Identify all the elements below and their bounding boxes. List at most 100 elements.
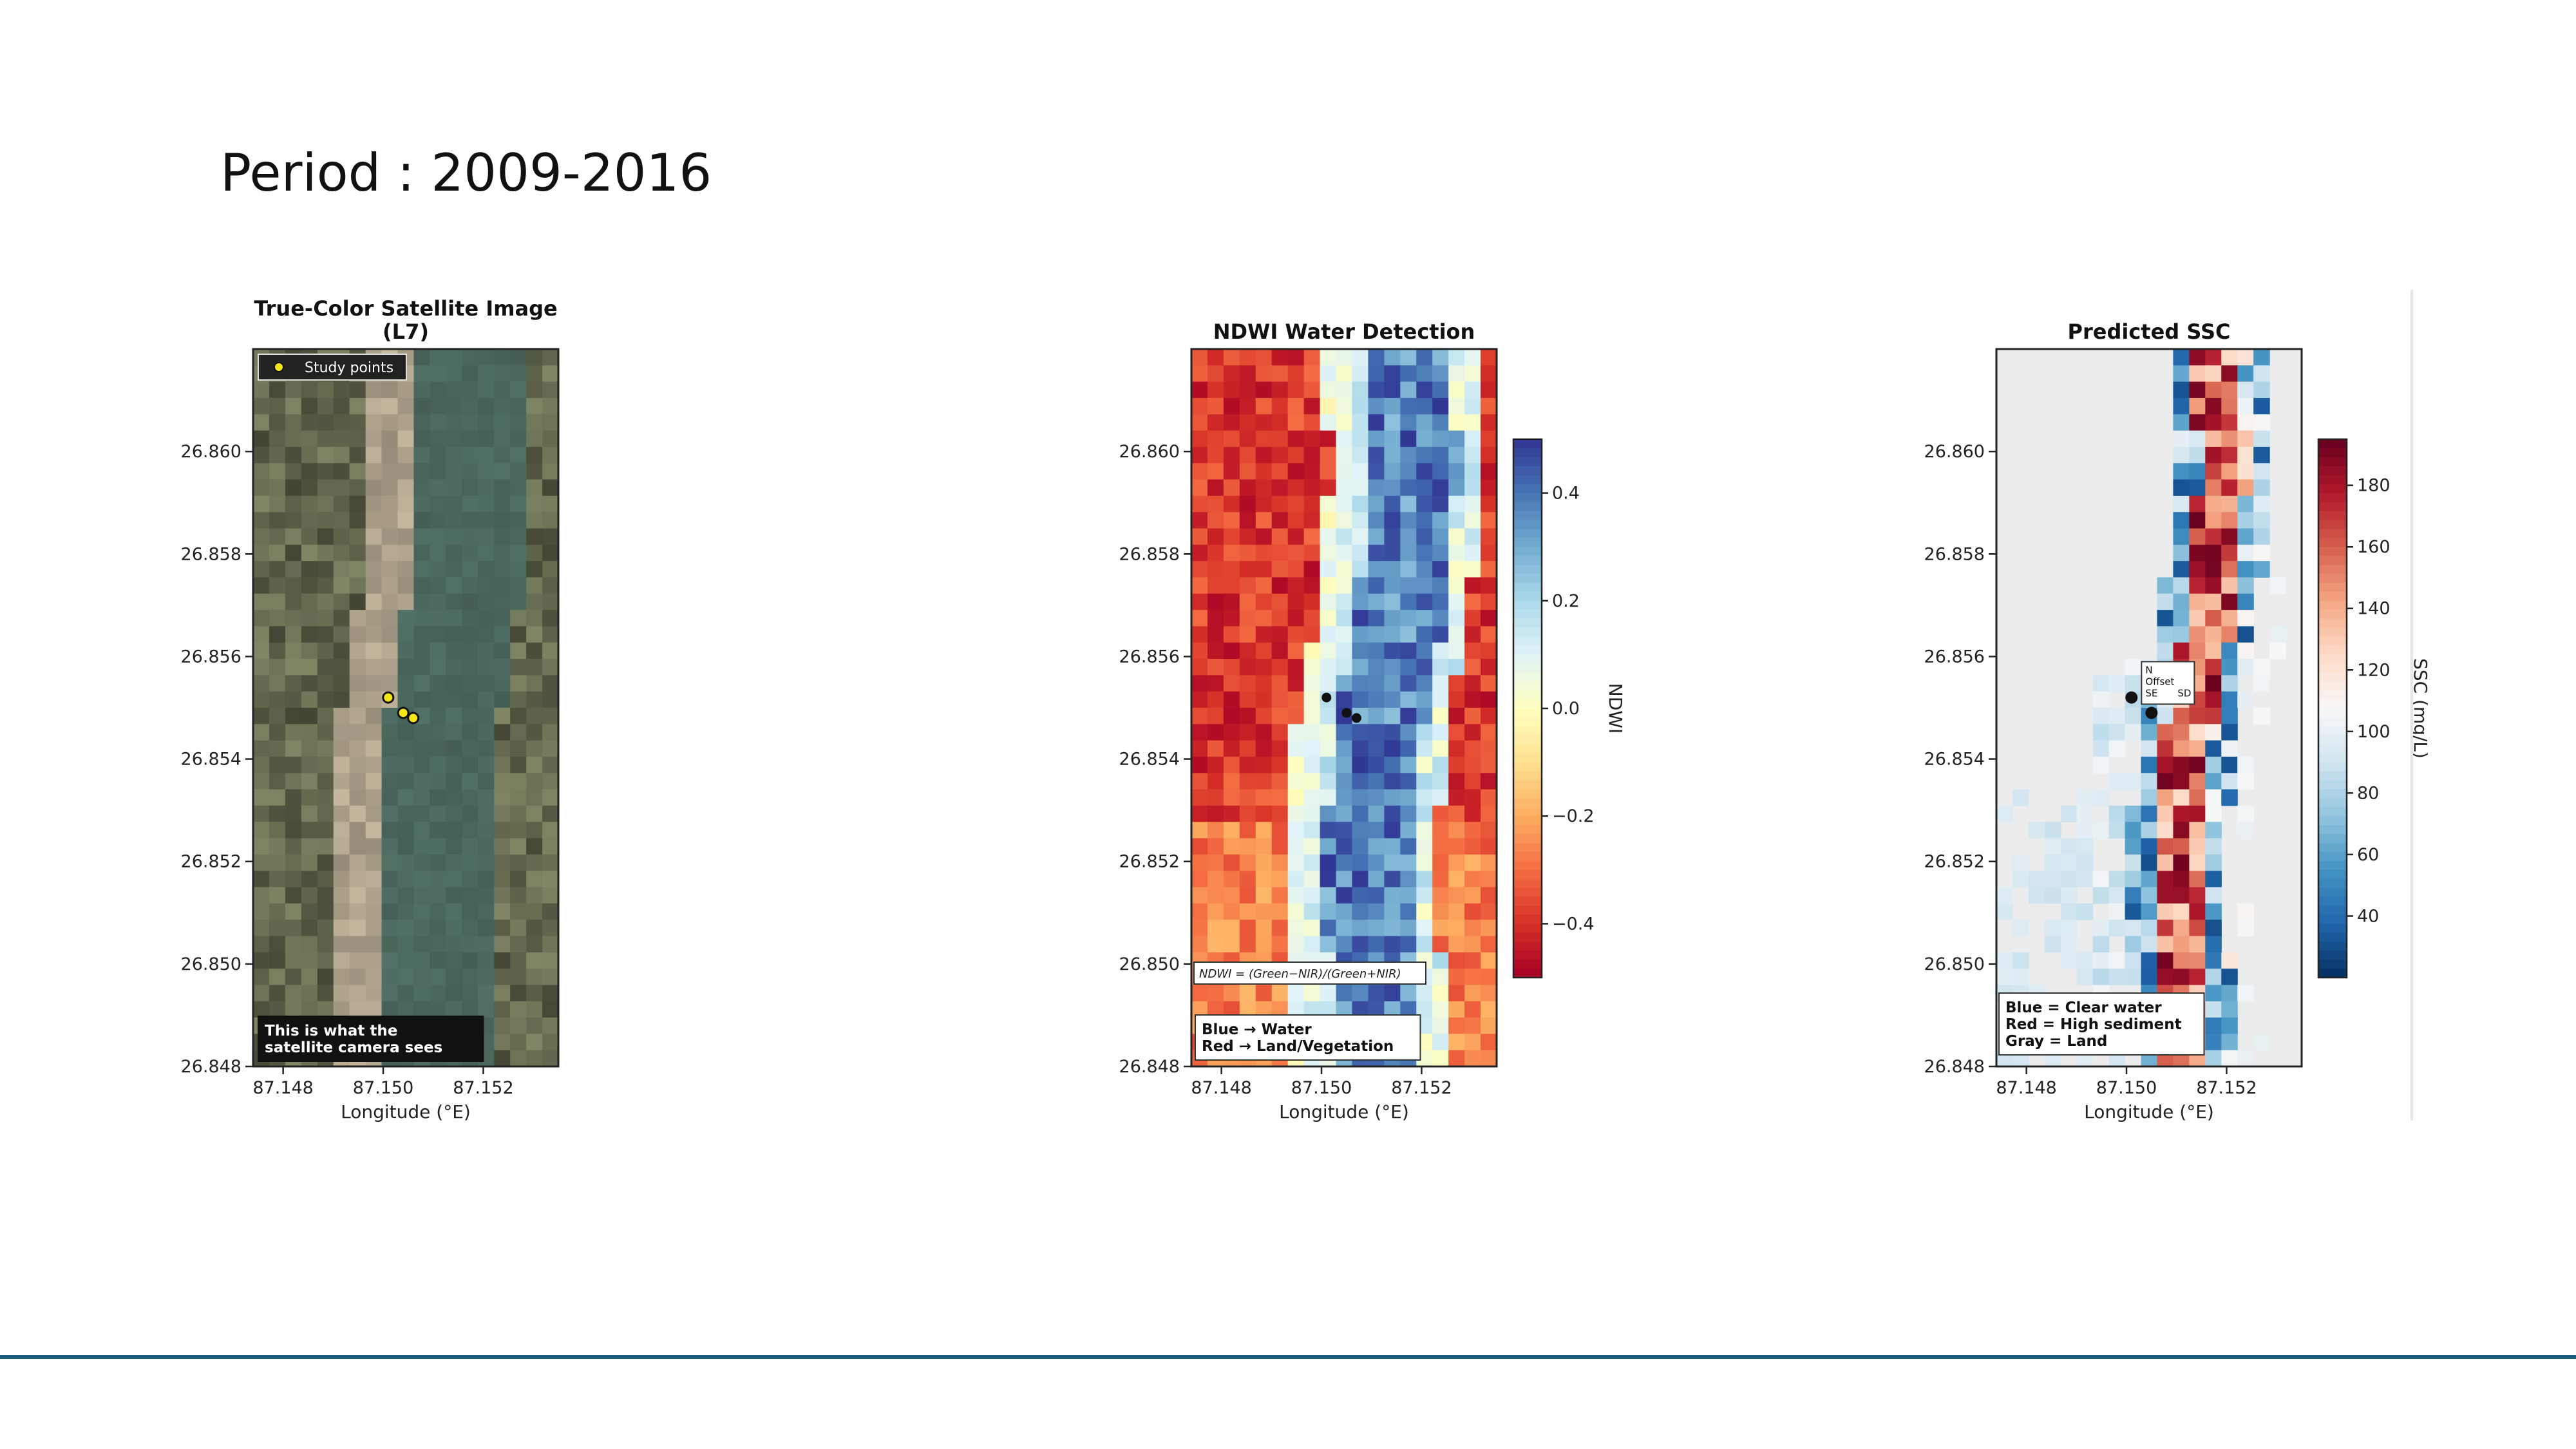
pixel: [1336, 903, 1353, 920]
pixel: [2012, 969, 2029, 986]
pixel: [1207, 365, 1224, 383]
pixel: [510, 414, 527, 431]
pixel: [1287, 593, 1305, 611]
pixel: [1223, 381, 1240, 399]
pixel: [1368, 577, 1385, 594]
x-tick-label: 87.148: [1996, 1078, 2056, 1098]
pixel: [542, 691, 558, 708]
pixel: [1239, 446, 1256, 464]
pixel: [381, 479, 399, 497]
pixel: [1368, 561, 1385, 578]
pixel: [253, 381, 270, 399]
y-tick-label: 26.848: [1119, 1057, 1180, 1077]
pixel: [1368, 349, 1385, 366]
pixel: [2157, 838, 2174, 855]
pixel: [430, 756, 446, 773]
pixel: [253, 642, 270, 659]
pixel: [1384, 740, 1401, 757]
pixel: [1320, 463, 1337, 480]
pixel: [349, 479, 366, 497]
pixel: [1287, 626, 1305, 643]
pixel: [1481, 430, 1497, 448]
pixel: [381, 871, 399, 888]
pixel: [285, 985, 302, 1002]
pixel: [542, 1034, 558, 1051]
pixel: [1416, 740, 1433, 757]
pixel: [478, 789, 495, 806]
colorbar-segment: [1513, 565, 1542, 574]
pixel: [1287, 920, 1305, 937]
pixel: [365, 561, 383, 578]
pixel: [333, 495, 350, 513]
pixel: [1336, 691, 1353, 708]
pixel: [494, 936, 511, 953]
pixel: [1368, 610, 1385, 627]
pixel: [430, 871, 446, 888]
colorbar-segment: [2318, 708, 2347, 718]
pixel: [269, 463, 286, 480]
pixel: [1255, 528, 1273, 545]
pixel: [2125, 724, 2142, 741]
pixel: [253, 903, 270, 920]
x-axis-label: Longitude (°E): [2084, 1101, 2214, 1122]
pixel: [2189, 789, 2206, 806]
pixel: [1191, 936, 1208, 953]
pixel: [462, 642, 478, 659]
pixel: [317, 708, 334, 724]
pixel: [2253, 463, 2270, 480]
pixel: [1416, 430, 1433, 448]
pixel: [462, 446, 478, 464]
pixel: [1207, 463, 1224, 480]
pixel: [1303, 381, 1321, 399]
pixel: [381, 610, 399, 627]
pixel: [542, 708, 558, 724]
pixel: [413, 789, 431, 806]
pixel: [1255, 773, 1273, 790]
pixel: [1336, 397, 1353, 415]
pixel: [1336, 805, 1353, 822]
pixel: [1287, 675, 1305, 692]
pixel: [1255, 903, 1273, 920]
pixel: [1481, 512, 1497, 529]
pixel: [317, 593, 334, 611]
pixel: [1207, 414, 1224, 431]
pixel: [478, 381, 495, 399]
pixel: [494, 756, 511, 773]
pixel: [1432, 349, 1449, 366]
pixel: [1400, 381, 1417, 399]
pixel: [1336, 414, 1353, 431]
pixel: [1255, 887, 1273, 904]
pixel: [478, 675, 495, 692]
colorbar-tick-label: −0.4: [1552, 914, 1595, 934]
pixel: [510, 626, 527, 643]
pixel: [1384, 610, 1401, 627]
pixel: [301, 756, 318, 773]
pixel: [1464, 985, 1481, 1002]
pixel: [1303, 871, 1321, 888]
pixel: [1207, 822, 1224, 839]
pixel: [2221, 512, 2238, 529]
pixel: [1481, 381, 1497, 399]
pixel: [1287, 838, 1305, 855]
pixel: [430, 446, 446, 464]
pixel: [430, 381, 446, 399]
pixel: [1191, 854, 1208, 871]
pixel: [413, 952, 431, 969]
pixel: [1255, 822, 1273, 839]
pixel: [349, 838, 366, 855]
pixel: [2092, 936, 2110, 953]
pixel: [1271, 838, 1289, 855]
pixel: [397, 985, 415, 1002]
pixel: [301, 561, 318, 578]
pixel: [1384, 805, 1401, 822]
pixel: [1271, 871, 1289, 888]
pixel: [1223, 985, 1240, 1002]
pixel: [1432, 675, 1449, 692]
pixel: [2141, 952, 2158, 969]
pixel: [2237, 626, 2254, 643]
pixel: [542, 773, 558, 790]
pixel: [317, 430, 334, 448]
pixel: [1416, 838, 1433, 855]
pixel: [1416, 936, 1433, 953]
pixel: [462, 610, 478, 627]
